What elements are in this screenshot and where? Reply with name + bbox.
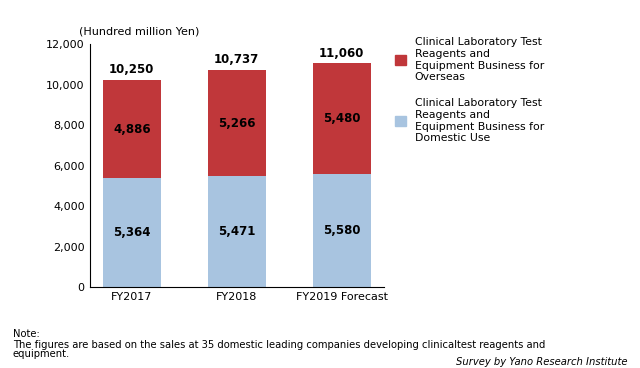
Text: 10,250: 10,250 (109, 63, 154, 76)
Legend: Clinical Laboratory Test
Reagents and
Equipment Business for
Overseas, Clinical : Clinical Laboratory Test Reagents and Eq… (396, 38, 544, 143)
Bar (103, 178, 161, 287)
Text: 4,886: 4,886 (113, 123, 150, 135)
Text: The figures are based on the sales at 35 domestic leading companies developing c: The figures are based on the sales at 35… (13, 340, 545, 350)
Bar (313, 174, 371, 287)
Text: 5,364: 5,364 (113, 226, 150, 239)
Text: 5,471: 5,471 (218, 225, 255, 238)
Text: Note:: Note: (13, 329, 40, 339)
Bar (208, 70, 266, 176)
Bar (313, 63, 371, 174)
Bar (103, 79, 161, 178)
Bar (208, 176, 266, 287)
Text: Survey by Yano Research Institute: Survey by Yano Research Institute (456, 357, 627, 367)
Text: 11,060: 11,060 (319, 47, 364, 60)
Text: equipment.: equipment. (13, 349, 70, 359)
Text: 10,737: 10,737 (214, 53, 259, 67)
Text: 5,266: 5,266 (218, 117, 255, 130)
Text: (Hundred million Yen): (Hundred million Yen) (79, 26, 200, 36)
Text: 5,580: 5,580 (323, 224, 360, 237)
Text: 5,480: 5,480 (323, 112, 360, 125)
